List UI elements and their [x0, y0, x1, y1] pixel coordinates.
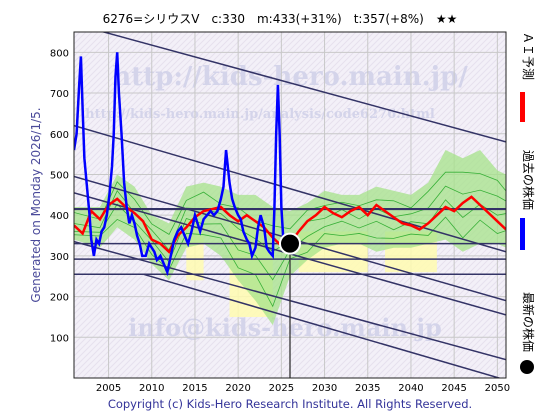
x-tick-label: 2010: [139, 383, 164, 394]
y-tick-label: 500: [50, 170, 69, 181]
y-tick-label: 800: [50, 48, 69, 59]
hatch-line: [74, 32, 153, 111]
hatch-line: [74, 32, 201, 159]
hatch-line: [74, 32, 147, 105]
hatch-line: [74, 32, 213, 171]
x-tick-label: 2045: [441, 383, 466, 394]
hatch-line: [74, 32, 321, 279]
hatch-line: [74, 32, 165, 123]
hatch-line: [74, 32, 135, 93]
hatch-line: [345, 217, 506, 378]
hatch-line: [74, 32, 261, 219]
hatch-line: [381, 253, 506, 378]
hatch-line: [74, 32, 159, 117]
hatch-line: [74, 32, 273, 231]
hatch-line: [399, 271, 506, 378]
x-tick-label: 2005: [96, 383, 121, 394]
x-tick-label: 2040: [398, 383, 423, 394]
hatch-line: [393, 265, 506, 378]
hatch-line: [74, 32, 255, 213]
y-tick-label: 300: [50, 252, 69, 263]
hatch-line: [74, 32, 231, 189]
hatch-line: [74, 32, 171, 129]
hatch-line: [417, 289, 506, 378]
hatch-line: [74, 32, 333, 291]
hatch-line: [99, 32, 447, 378]
hatch-line: [105, 32, 453, 378]
hatch-line: [339, 211, 506, 378]
trend-line: [100, 32, 506, 143]
trend-line: [142, 273, 502, 378]
hatch-line: [435, 307, 506, 378]
y-tick-label: 700: [50, 89, 69, 100]
hatch-line: [441, 313, 506, 378]
hatch-line: [375, 247, 506, 378]
hatch-line: [351, 223, 506, 378]
hatch-line: [74, 32, 207, 165]
hatch-line: [387, 259, 506, 378]
forecast-contour: [74, 171, 506, 235]
x-tick-label: 2030: [312, 383, 337, 394]
x-tick-label: 2015: [182, 383, 207, 394]
watermark-url: http://kids-hero.main.jp/: [112, 62, 468, 92]
legend: ＡＩ予測 過去の株価 最新の株価: [520, 32, 536, 374]
hatch-line: [333, 205, 506, 378]
legend-ai-swatch: [520, 92, 525, 122]
hatch-line: [74, 32, 267, 225]
hatch-line: [74, 32, 225, 183]
hatch-line: [74, 32, 339, 297]
hatch-line: [123, 32, 471, 378]
legend-past-label: 過去の株価: [521, 150, 536, 210]
past-price-line: [74, 52, 290, 277]
y-tick-label: 200: [50, 293, 69, 304]
legend-ai-label: ＡＩ予測: [521, 32, 535, 80]
hatch-line: [405, 277, 506, 378]
hatch-line: [357, 229, 506, 378]
hatch-line: [74, 32, 189, 147]
x-tick-label: 2035: [355, 383, 380, 394]
hatch-line: [74, 32, 195, 153]
hatch-line: [74, 32, 237, 195]
legend-latest-label: 最新の株価: [521, 292, 536, 352]
hatch-line: [423, 295, 506, 378]
hatch-line: [429, 301, 506, 378]
watermark-analysis-url: http://kids-hero.main.jp/analysis/code62…: [85, 107, 435, 122]
copyright-text: Copyright (c) Kids-Hero Research Institu…: [108, 397, 472, 411]
current-price-marker: [279, 232, 301, 255]
hatch-line: [363, 235, 506, 378]
legend-latest-marker: [520, 360, 534, 374]
plot-frame: [73, 31, 507, 379]
x-tick-label: 2025: [269, 383, 294, 394]
legend-past-swatch: [520, 218, 525, 250]
hatch-line: [369, 241, 506, 378]
y-tick-label: 400: [50, 211, 69, 222]
hatch-line: [117, 32, 465, 378]
x-tick-label: 2050: [485, 383, 510, 394]
hatch-line: [74, 32, 219, 177]
hatch-line: [74, 32, 249, 207]
hatch-line: [411, 283, 506, 378]
hatch-line: [74, 32, 183, 141]
hatch-line: [111, 32, 459, 378]
chart-title: 6276=シリウスV c:330 m:433(+31%) t:357(+8%) …: [103, 12, 458, 26]
hatch-line: [74, 32, 243, 201]
generated-label: Generated on Monday 2026/1/5.: [29, 107, 43, 302]
hatch-line: [74, 32, 327, 285]
y-tick-label: 100: [50, 333, 69, 344]
hatch-line: [74, 32, 351, 309]
trend-line: [74, 124, 506, 253]
y-tick-label: 600: [50, 130, 69, 141]
x-tick-label: 2020: [225, 383, 250, 394]
